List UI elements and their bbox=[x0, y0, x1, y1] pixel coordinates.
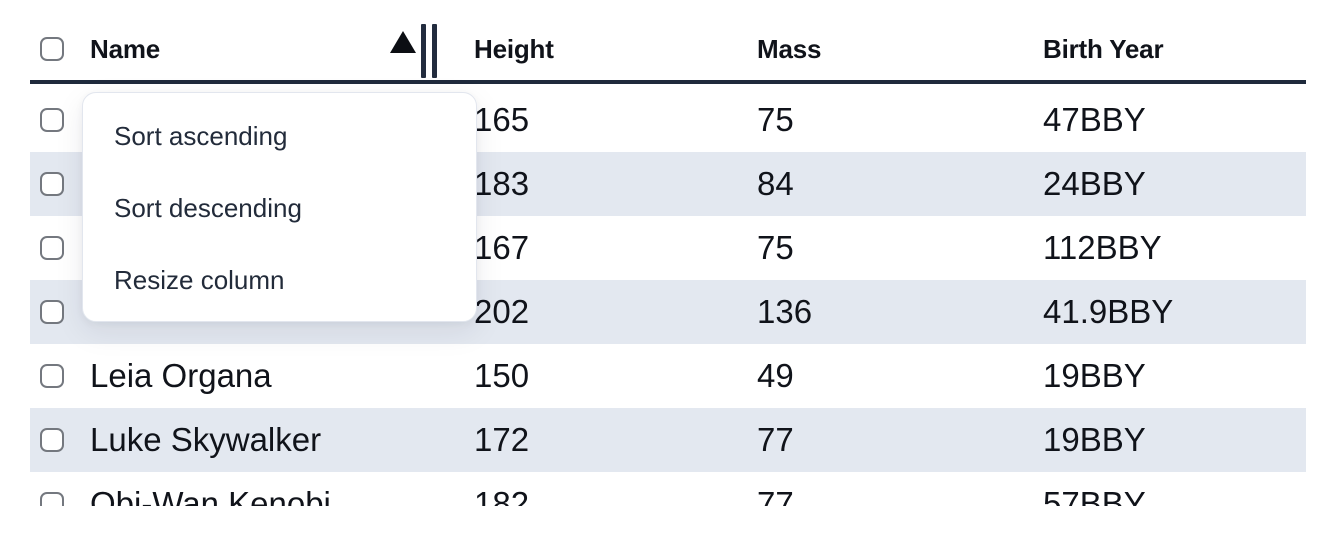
column-label-height: Height bbox=[474, 33, 554, 64]
cell-birth-year: 112BBY bbox=[1043, 229, 1162, 266]
column-resize-handle[interactable] bbox=[421, 24, 437, 78]
cell-birth-year: 47BBY bbox=[1043, 101, 1146, 138]
column-header-name[interactable]: Name bbox=[90, 34, 474, 65]
cell-birth-year: 19BBY bbox=[1043, 357, 1146, 394]
sort-ascending-icon bbox=[390, 31, 416, 53]
column-header-birth-year[interactable]: Birth Year bbox=[1043, 34, 1306, 65]
cell-height: 182 bbox=[474, 485, 530, 506]
row-checkbox[interactable] bbox=[40, 492, 64, 506]
row-checkbox-cell bbox=[30, 300, 90, 324]
row-checkbox[interactable] bbox=[40, 236, 64, 260]
menu-item-sort-descending[interactable]: Sort descending bbox=[114, 192, 302, 223]
cell-mass: 49 bbox=[757, 357, 794, 394]
menu-item-resize-column[interactable]: Resize column bbox=[114, 264, 285, 295]
row-checkbox-cell bbox=[30, 236, 90, 260]
table-row[interactable]: Leia Organa 150 49 19BBY bbox=[30, 344, 1306, 408]
cell-name: Obi-Wan Kenobi bbox=[90, 485, 331, 506]
row-checkbox[interactable] bbox=[40, 108, 64, 132]
header-checkbox-cell bbox=[30, 37, 90, 61]
cell-height: 167 bbox=[474, 229, 530, 266]
cell-mass: 84 bbox=[757, 165, 794, 202]
cell-mass: 77 bbox=[757, 421, 794, 458]
cell-height: 150 bbox=[474, 357, 530, 394]
column-header-height[interactable]: Height bbox=[474, 34, 757, 65]
cell-height: 202 bbox=[474, 293, 530, 330]
row-checkbox-cell bbox=[30, 428, 90, 452]
column-label-name: Name bbox=[90, 33, 161, 64]
row-checkbox[interactable] bbox=[40, 172, 64, 196]
cell-name: Leia Organa bbox=[90, 357, 272, 394]
cell-birth-year: 19BBY bbox=[1043, 421, 1146, 458]
cell-height: 172 bbox=[474, 421, 530, 458]
table-row[interactable]: Obi-Wan Kenobi 182 77 57BBY bbox=[30, 472, 1306, 506]
row-checkbox[interactable] bbox=[40, 364, 64, 388]
select-all-checkbox[interactable] bbox=[40, 37, 64, 61]
cell-height: 183 bbox=[474, 165, 530, 202]
row-checkbox[interactable] bbox=[40, 428, 64, 452]
column-header-mass[interactable]: Mass bbox=[757, 34, 1043, 65]
row-checkbox-cell bbox=[30, 492, 90, 506]
cell-mass: 136 bbox=[757, 293, 813, 330]
column-context-menu: Sort ascending Sort descending Resize co… bbox=[82, 92, 477, 322]
table-header-row: Name Height Mass Birth Year bbox=[30, 0, 1306, 84]
cell-height: 165 bbox=[474, 101, 530, 138]
cell-name: Luke Skywalker bbox=[90, 421, 322, 458]
column-label-birth-year: Birth Year bbox=[1043, 33, 1164, 64]
menu-item-sort-ascending[interactable]: Sort ascending bbox=[114, 120, 288, 151]
row-checkbox-cell bbox=[30, 364, 90, 388]
cell-mass: 75 bbox=[757, 101, 794, 138]
cell-mass: 75 bbox=[757, 229, 794, 266]
table-row[interactable]: Luke Skywalker 172 77 19BBY bbox=[30, 408, 1306, 472]
cell-birth-year: 57BBY bbox=[1043, 485, 1146, 506]
row-checkbox[interactable] bbox=[40, 300, 64, 324]
cell-birth-year: 24BBY bbox=[1043, 165, 1146, 202]
row-checkbox-cell bbox=[30, 108, 90, 132]
column-label-mass: Mass bbox=[757, 33, 822, 64]
cell-mass: 77 bbox=[757, 485, 794, 506]
row-checkbox-cell bbox=[30, 172, 90, 196]
cell-birth-year: 41.9BBY bbox=[1043, 293, 1174, 330]
